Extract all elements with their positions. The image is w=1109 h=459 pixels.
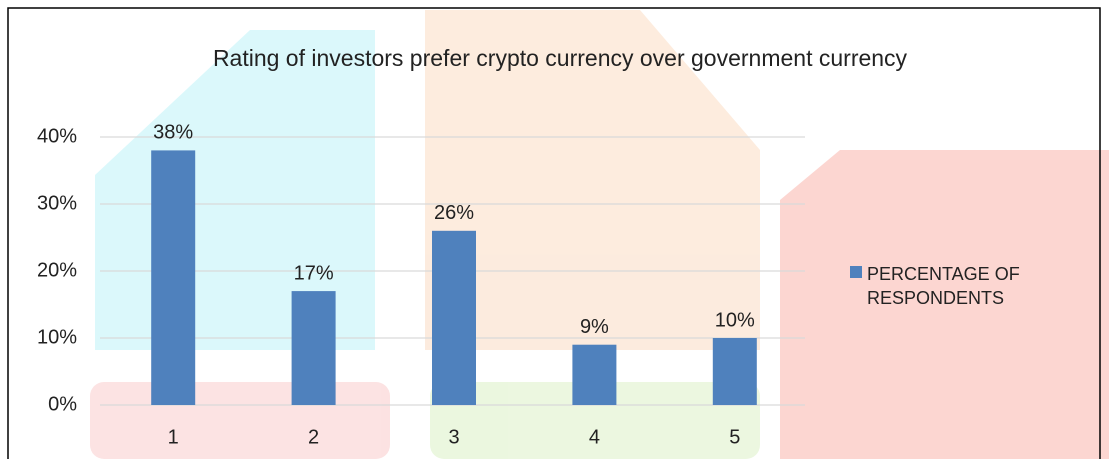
- data-label: 10%: [715, 309, 755, 331]
- x-tick-label: 4: [589, 426, 600, 448]
- chart-title: Rating of investors prefer crypto curren…: [212, 45, 908, 71]
- bar: [712, 338, 757, 405]
- bar: [572, 344, 617, 405]
- legend-swatch: [850, 266, 862, 278]
- x-tick-label: 1: [168, 426, 179, 448]
- bar: [151, 150, 196, 405]
- x-tick-label: 3: [448, 426, 459, 448]
- data-label: 9%: [580, 316, 609, 338]
- y-tick-label: 40%: [37, 125, 77, 147]
- y-tick-label: 20%: [37, 259, 77, 281]
- watermark-shape: [90, 382, 390, 459]
- watermark-shape: [780, 150, 1109, 459]
- y-tick-label: 30%: [37, 192, 77, 214]
- watermark-shape: [425, 10, 760, 350]
- y-tick-label: 10%: [37, 326, 77, 348]
- x-tick-label: 5: [729, 426, 740, 448]
- y-tick-label: 0%: [48, 393, 77, 415]
- watermark-shape: [430, 382, 760, 459]
- data-label: 26%: [434, 202, 474, 224]
- bar: [432, 230, 476, 405]
- data-label: 17%: [294, 262, 334, 284]
- chart-border: [7, 7, 1101, 459]
- bar: [291, 291, 336, 405]
- data-label: 38%: [153, 122, 193, 144]
- x-tick-label: 2: [308, 426, 319, 448]
- legend-label: PERCENTAGE OF RESPONDENTS: [867, 264, 1020, 308]
